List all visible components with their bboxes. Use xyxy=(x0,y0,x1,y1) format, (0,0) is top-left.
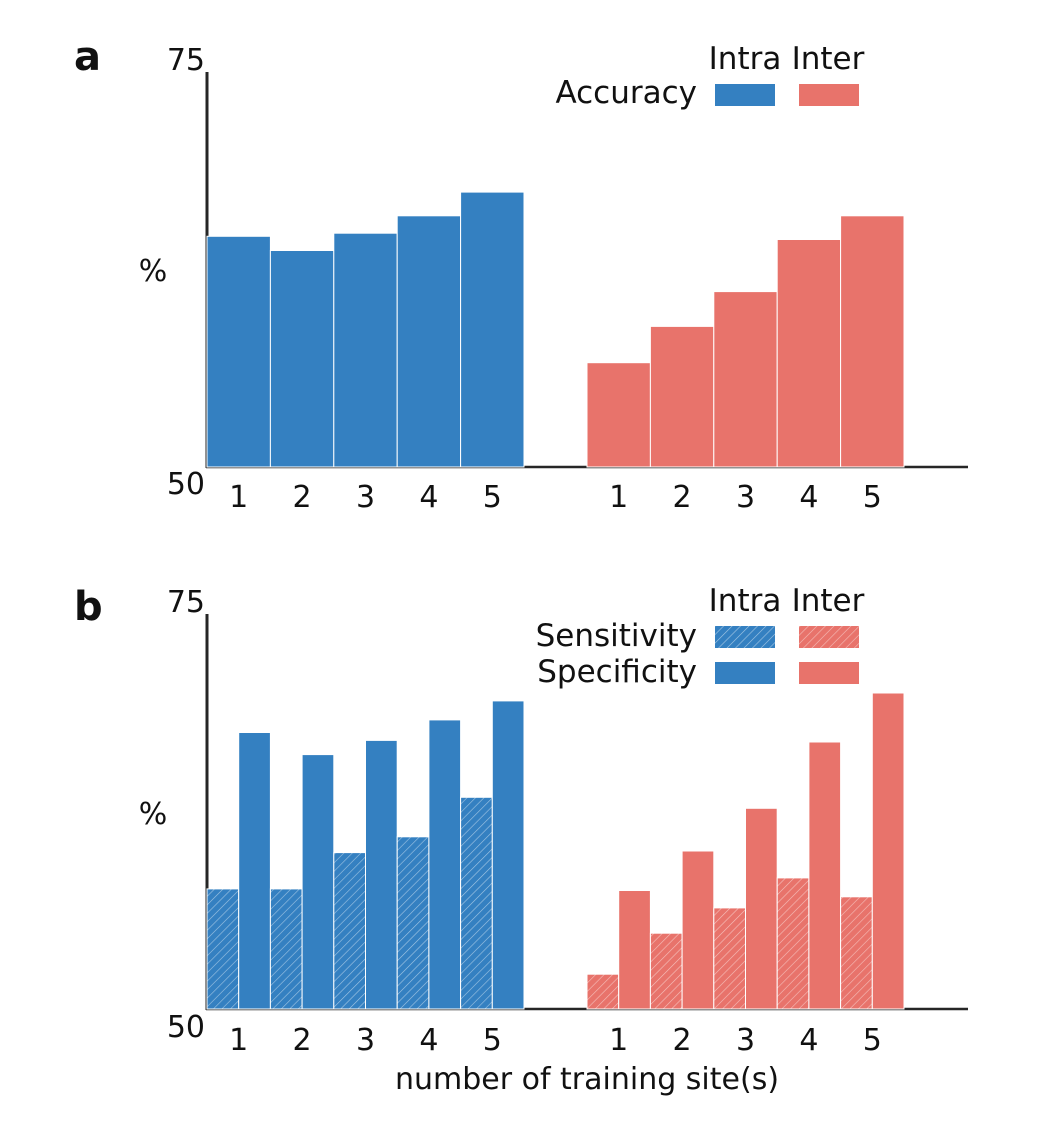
legend-swatch-inter-sensitivity xyxy=(799,626,859,648)
bars-panel-b xyxy=(206,692,905,1010)
bar-intra-sensitivity-1 xyxy=(206,888,240,1010)
bar-inter-sensitivity-5 xyxy=(840,896,873,1010)
legend-swatch-intra-accuracy xyxy=(715,84,775,106)
bar-inter-sensitivity-3 xyxy=(713,907,746,1010)
bar-intra-sensitivity-2 xyxy=(269,888,303,1010)
bar-intra-specificity-3 xyxy=(365,739,398,1010)
legend-label-specificity: Specificity xyxy=(537,654,697,690)
legend-panel-a: Intra Inter Accuracy xyxy=(555,41,864,111)
bar-inter-accuracy-2 xyxy=(649,325,715,468)
legend-swatch-intra-specificity xyxy=(715,662,775,684)
x-tick-labels-panel-a: 1 2 3 4 5 1 2 3 4 5 xyxy=(229,480,882,515)
legend-panel-b: Intra Inter Sensitivity Specificity xyxy=(536,583,865,690)
x-tick-inter-4: 4 xyxy=(799,1023,818,1058)
x-tick-intra-3: 3 xyxy=(356,480,375,515)
legend-swatch-intra-sensitivity xyxy=(715,626,775,648)
bar-intra-accuracy-3 xyxy=(333,232,398,468)
bar-intra-sensitivity-3 xyxy=(333,852,366,1010)
bar-inter-sensitivity-4 xyxy=(776,877,810,1010)
x-tick-inter-3: 3 xyxy=(736,480,755,515)
x-tick-inter-1: 1 xyxy=(609,480,628,515)
bar-inter-sensitivity-1 xyxy=(586,973,620,1010)
bar-intra-specificity-2 xyxy=(301,754,335,1010)
bars-panel-a xyxy=(206,191,905,468)
y-tick-bottom: 50 xyxy=(167,1010,205,1045)
bar-inter-specificity-3 xyxy=(745,807,778,1010)
legend-label-accuracy: Accuracy xyxy=(555,75,697,111)
bar-inter-specificity-4 xyxy=(808,741,842,1010)
x-tick-intra-4: 4 xyxy=(419,480,438,515)
bar-inter-sensitivity-2 xyxy=(649,932,683,1010)
x-tick-intra-1: 1 xyxy=(229,480,248,515)
bar-intra-sensitivity-5 xyxy=(460,796,493,1010)
panel-letter-a: a xyxy=(74,34,101,80)
x-tick-intra-5: 5 xyxy=(483,1023,502,1058)
x-tick-inter-5: 5 xyxy=(863,1023,882,1058)
x-tick-inter-2: 2 xyxy=(673,480,692,515)
bar-inter-specificity-1 xyxy=(618,890,651,1010)
bar-intra-accuracy-2 xyxy=(269,250,335,468)
bar-intra-specificity-5 xyxy=(491,700,525,1010)
bar-intra-specificity-1 xyxy=(238,732,271,1010)
x-tick-intra-1: 1 xyxy=(229,1023,248,1058)
x-tick-inter-2: 2 xyxy=(673,1023,692,1058)
bar-intra-accuracy-1 xyxy=(206,235,271,468)
y-tick-bottom: 50 xyxy=(167,467,205,502)
x-tick-labels-panel-b: 1 2 3 4 5 1 2 3 4 5 xyxy=(229,1023,882,1058)
legend-swatch-inter-accuracy xyxy=(799,84,859,106)
x-tick-intra-2: 2 xyxy=(293,1023,312,1058)
bar-intra-accuracy-4 xyxy=(396,215,462,468)
legend-column-intra: Intra xyxy=(709,583,782,619)
bar-intra-sensitivity-4 xyxy=(396,836,430,1010)
y-tick-top: 75 xyxy=(167,43,205,78)
legend-label-sensitivity: Sensitivity xyxy=(536,618,697,654)
x-tick-intra-4: 4 xyxy=(419,1023,438,1058)
bar-inter-specificity-5 xyxy=(871,692,905,1010)
x-tick-inter-5: 5 xyxy=(863,480,882,515)
bar-inter-accuracy-4 xyxy=(776,239,842,468)
legend-column-inter: Inter xyxy=(792,41,865,77)
x-tick-intra-5: 5 xyxy=(483,480,502,515)
bar-inter-accuracy-3 xyxy=(713,291,778,468)
x-tick-intra-2: 2 xyxy=(293,480,312,515)
panel-letter-b: b xyxy=(74,584,103,630)
x-tick-intra-3: 3 xyxy=(356,1023,375,1058)
panel-a: a 75 50 % 1 2 3 4 5 1 2 3 4 5 Intra Inter Accurac… xyxy=(74,34,968,515)
y-axis-label: % xyxy=(139,254,168,289)
legend-column-intra: Intra xyxy=(709,41,782,77)
x-tick-inter-3: 3 xyxy=(736,1023,755,1058)
bar-intra-specificity-4 xyxy=(428,719,462,1010)
bar-inter-accuracy-5 xyxy=(840,215,905,468)
legend-swatch-inter-specificity xyxy=(799,662,859,684)
y-tick-top: 75 xyxy=(167,585,205,620)
x-axis-title: number of training site(s) xyxy=(395,1062,779,1097)
legend-column-inter: Inter xyxy=(792,583,865,619)
bar-intra-accuracy-5 xyxy=(460,191,525,468)
x-tick-inter-1: 1 xyxy=(609,1023,628,1058)
bar-inter-accuracy-1 xyxy=(586,362,651,468)
y-axis-label: % xyxy=(139,797,168,832)
x-tick-inter-4: 4 xyxy=(799,480,818,515)
bar-inter-specificity-2 xyxy=(681,850,715,1010)
panel-b: b 75 50 % 1 2 3 4 5 1 2 3 4 5 Intra Inter Sensiti… xyxy=(74,583,968,1058)
